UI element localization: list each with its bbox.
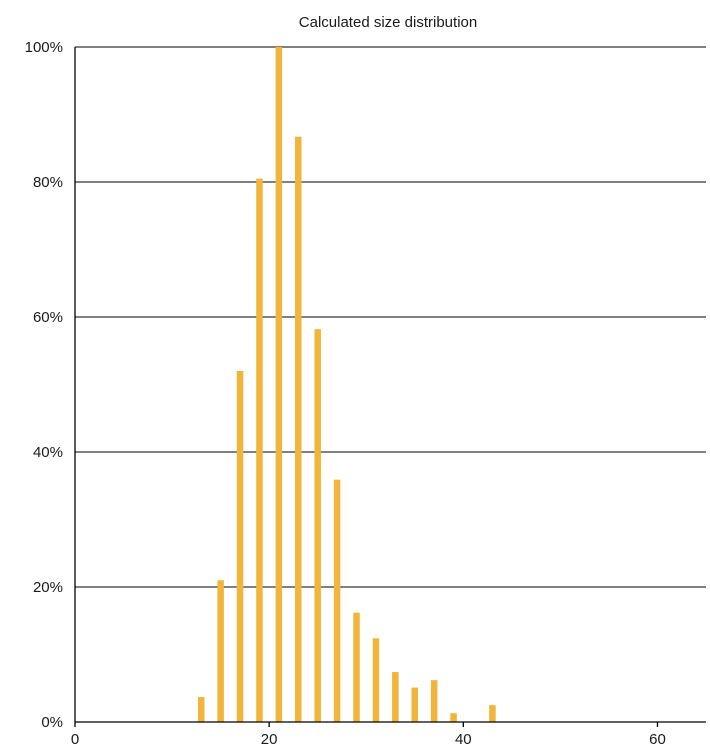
x-tick-labels: 0 20 40 60 (71, 731, 666, 748)
bar (217, 580, 224, 722)
y-tick-label: 20% (33, 579, 63, 596)
bars (197, 47, 496, 722)
y-tick-label: 100% (25, 39, 63, 56)
bar (197, 697, 205, 722)
bar (392, 672, 399, 722)
y-tick-label: 80% (33, 174, 63, 191)
bar (353, 612, 360, 722)
y-tick-label: 0% (41, 714, 63, 731)
x-tick-label: 40 (455, 731, 472, 748)
bar (411, 687, 419, 722)
x-tick-label: 20 (261, 731, 278, 748)
gridlines (75, 46, 706, 588)
y-tick-labels: 0% 20% 40% 60% 80% 100% (25, 39, 63, 731)
axes (74, 47, 706, 727)
chart-title: Calculated size distribution (299, 14, 477, 31)
bar (295, 136, 302, 722)
bar (450, 713, 457, 722)
bar (256, 178, 263, 722)
x-tick-label: 0 (71, 731, 79, 748)
y-tick-label: 40% (33, 444, 63, 461)
x-tick-label: 60 (649, 731, 666, 748)
y-tick-label: 60% (33, 309, 63, 326)
bar (372, 638, 380, 722)
bar (236, 371, 244, 722)
bar (430, 680, 438, 722)
bar (333, 479, 341, 722)
bar (275, 47, 283, 722)
bar (314, 329, 321, 722)
bar (489, 705, 496, 722)
